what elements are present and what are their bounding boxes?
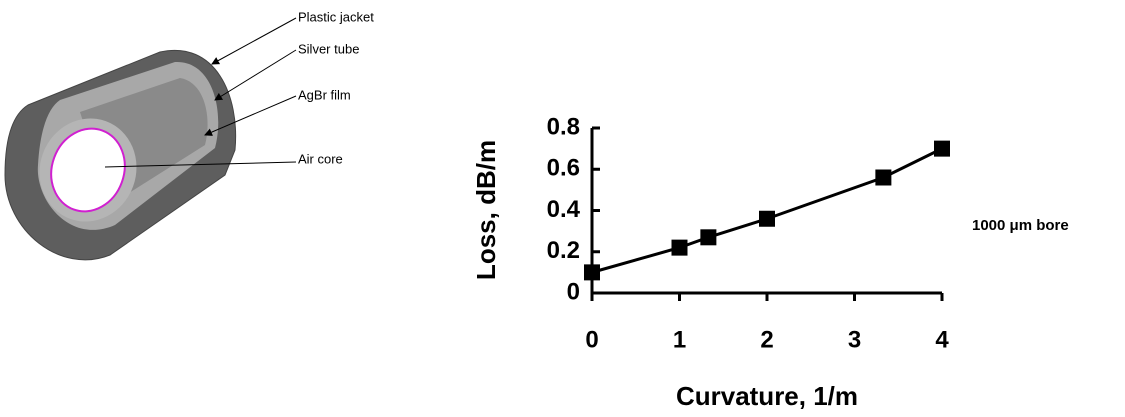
- data-point: [759, 210, 775, 227]
- x-tick-label: 2: [760, 326, 773, 353]
- data-point: [875, 169, 892, 186]
- data-point: [934, 140, 950, 157]
- y-axis-title: Loss, dB/m: [471, 140, 501, 280]
- y-tick-label: 0.4: [547, 196, 581, 223]
- x-axis-title: Curvature, 1/m: [676, 381, 858, 411]
- y-tick-label: 0.6: [547, 155, 580, 182]
- y-tick-label: 0: [567, 278, 580, 305]
- legend-label: 1000 μm bore: [972, 217, 1069, 234]
- diagram-label: AgBr film: [298, 87, 351, 102]
- data-point: [584, 264, 600, 281]
- diagram-label: Silver tube: [298, 41, 359, 56]
- y-tick-label: 0.2: [547, 237, 580, 264]
- fiber-diagram: Plastic jacket Silver tube AgBr film Air…: [4, 9, 374, 261]
- x-tick-label: 4: [935, 326, 949, 353]
- x-tick-label: 0: [585, 326, 598, 353]
- data-point: [671, 239, 688, 256]
- data-point: [700, 229, 717, 246]
- series-line: [591, 147, 943, 274]
- diagram-label: Plastic jacket: [298, 9, 374, 24]
- x-tick-label: 3: [848, 326, 861, 353]
- x-tick-label: 1: [673, 326, 686, 353]
- diagram-label: Air core: [298, 151, 343, 166]
- y-tick-label: 0.8: [547, 113, 580, 140]
